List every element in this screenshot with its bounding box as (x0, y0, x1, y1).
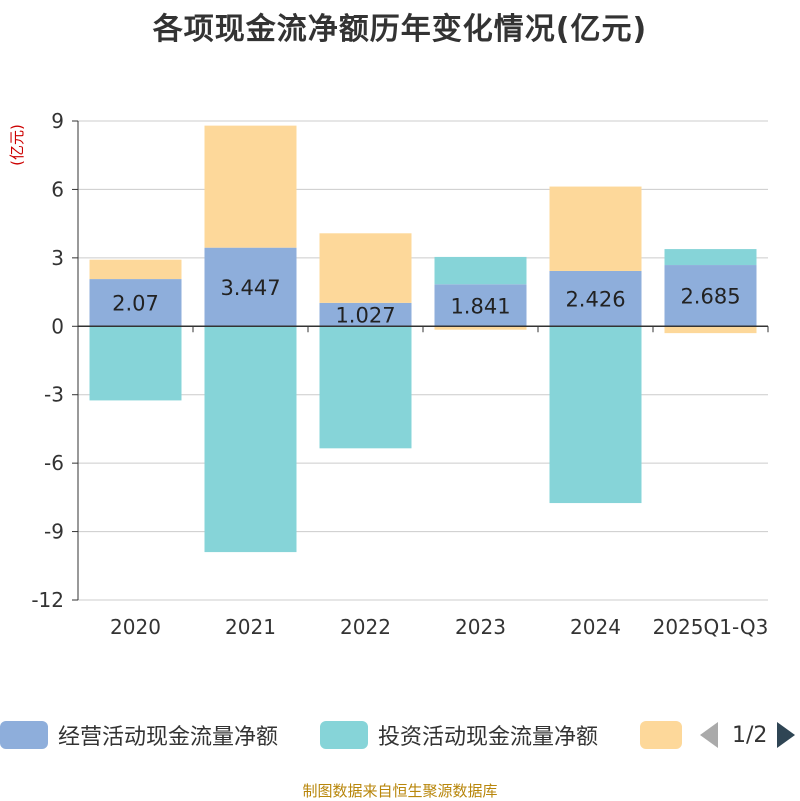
bar-3-2021 (204, 125, 297, 248)
bar-1-2021 (204, 247, 297, 327)
legend-next-page-icon[interactable] (777, 722, 796, 748)
y-tick-label: -9 (44, 520, 64, 544)
legend-swatch-operating (0, 721, 48, 749)
y-tick-label: -3 (44, 383, 64, 407)
y-tick-label: -12 (31, 588, 64, 612)
legend-item-investing[interactable]: 投资活动现金流量净额 (320, 715, 598, 755)
bar-3-2025Q1-Q3 (664, 326, 757, 334)
legend-label-investing: 投资活动现金流量净额 (378, 725, 599, 750)
x-tick-label-2022: 2022 (340, 615, 391, 639)
bar-1-2024 (549, 270, 642, 327)
data-label-2022: 1.027 (335, 304, 395, 328)
bar-2-2024 (549, 326, 642, 504)
bar-3-2022 (319, 233, 412, 303)
chart-title: 各项现金流净额历年变化情况(亿元) (152, 12, 648, 47)
y-tick-label: 6 (51, 177, 64, 201)
y-axis-unit-label: (亿元) (8, 124, 26, 166)
legend-page-indicator: 1/2 (732, 722, 768, 748)
x-tick-label-2025Q1-Q3: 2025Q1-Q3 (653, 615, 769, 639)
legend: 经营活动现金流量净额 投资活动现金流量净额 1/2 (0, 715, 800, 755)
legend-prev-page-icon[interactable] (700, 722, 718, 748)
bar-1-2023 (434, 284, 527, 327)
bar-2-2021 (204, 326, 297, 553)
bar-2-2022 (319, 326, 412, 449)
y-tick-label: 0 (51, 314, 64, 338)
bar-1-2022 (319, 302, 412, 327)
bar-2-2025Q1-Q3 (664, 249, 757, 266)
x-tick-label-2021: 2021 (225, 615, 276, 639)
data-label-2021: 3.447 (220, 276, 280, 300)
legend-swatch-financing (640, 721, 682, 749)
y-tick-label: 9 (51, 109, 64, 133)
data-label-2023: 1.841 (450, 294, 510, 318)
y-tick-label: 3 (51, 246, 64, 270)
data-label-2025Q1-Q3: 2.685 (680, 285, 740, 309)
legend-swatch-investing (320, 721, 368, 749)
bar-3-2024 (549, 186, 642, 271)
legend-label-operating: 经营活动现金流量净额 (58, 725, 279, 750)
bar-2-2020 (89, 326, 182, 401)
legend-item-operating[interactable]: 经营活动现金流量净额 (0, 715, 278, 755)
x-tick-label-2023: 2023 (455, 615, 506, 639)
bar-1-2020 (89, 279, 182, 327)
source-note: 制图数据来自恒生聚源数据库 (302, 782, 498, 800)
legend-pager: 1/2 (700, 715, 796, 755)
x-tick-label-2024: 2024 (570, 615, 621, 639)
bar-2-2023 (434, 256, 527, 285)
bar-3-2020 (89, 259, 182, 280)
bar-3-2023 (434, 326, 527, 330)
data-label-2024: 2.426 (565, 288, 625, 312)
data-label-2020: 2.07 (112, 292, 159, 316)
bar-1-2025Q1-Q3 (664, 265, 757, 327)
y-tick-label: -6 (44, 451, 64, 475)
legend-item-financing[interactable] (640, 715, 682, 755)
x-tick-label-2020: 2020 (110, 615, 161, 639)
